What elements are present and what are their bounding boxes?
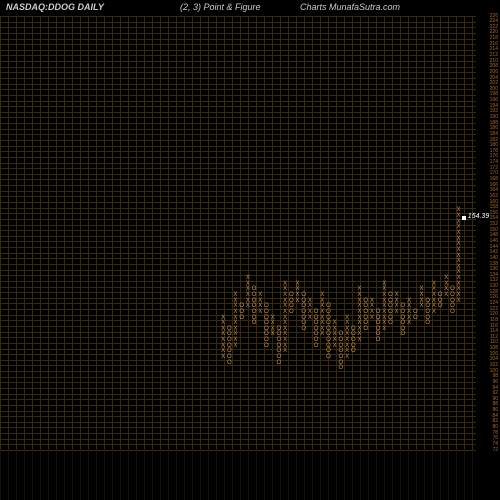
chart-mode: (2, 3) Point & Figure — [180, 2, 261, 12]
pnf-chart-container: NASDAQ:DDOG DAILY (2, 3) Point & Figure … — [0, 0, 500, 500]
pnf-columns: XXXXXXXXOOOOOOOXXXXXXXXXXOOOXXXXXXOOOOOO… — [0, 16, 476, 450]
y-axis-labels: 2262242222202182162142122102082062042022… — [476, 16, 500, 450]
chart-source: Charts MunafaSutra.com — [300, 2, 400, 12]
y-axis-tick: 72 — [492, 448, 498, 453]
current-price-tick — [462, 216, 466, 220]
ticker-title: NASDAQ:DDOG DAILY — [6, 2, 104, 12]
chart-plot-area: XXXXXXXXOOOOOOOXXXXXXXXXXOOOXXXXXXOOOOOO… — [0, 16, 476, 450]
current-price-label: 154.39 — [468, 213, 489, 220]
chart-header: NASDAQ:DDOG DAILY (2, 3) Point & Figure … — [0, 2, 500, 16]
bottom-stripe-region — [0, 450, 476, 500]
pnf-column-x: XXXXXXXXXXXXXXXXX — [456, 16, 462, 450]
